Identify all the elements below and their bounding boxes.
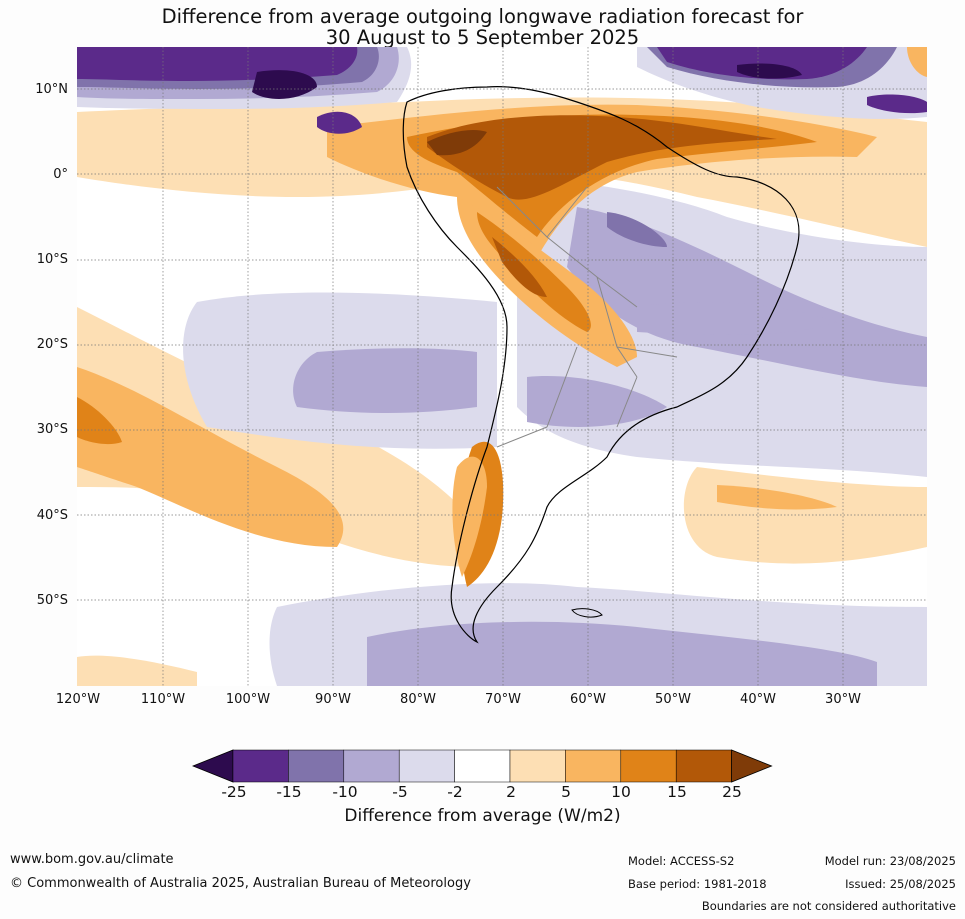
colorbar-cell <box>454 749 511 783</box>
lat-label-40s: 40°S <box>36 508 68 523</box>
anomaly-region <box>427 130 487 156</box>
anomaly-region <box>317 111 362 134</box>
map-gridlines <box>77 47 927 686</box>
anomaly-region <box>527 376 667 427</box>
lon-label-120w: 120°W <box>55 692 101 707</box>
anomaly-region <box>737 63 802 79</box>
anomaly-region <box>607 212 667 247</box>
lat-label-50s: 50°S <box>36 593 68 608</box>
anomaly-region <box>717 485 837 510</box>
lon-label-80w: 80°W <box>400 692 436 707</box>
colorbar-cell <box>232 749 289 783</box>
colorbar-tick-label: -10 <box>332 783 358 801</box>
lon-label-100w: 100°W <box>225 692 271 707</box>
map-title-line2: 30 August to 5 September 2025 <box>325 26 640 49</box>
anomaly-region <box>637 302 837 335</box>
colorbar-cell <box>509 749 566 783</box>
colorbar-tick-label: 25 <box>722 783 742 801</box>
lat-label-30s: 30°S <box>36 422 68 437</box>
colorbar-tick-label: 15 <box>667 783 687 801</box>
website-link[interactable]: www.bom.gov.au/climate <box>10 852 174 867</box>
anomaly-region <box>77 655 197 686</box>
colorbar-tick-label: -2 <box>447 783 463 801</box>
map-title-line1: Difference from average outgoing longwav… <box>161 5 804 28</box>
colorbar-tick-label: -25 <box>221 783 247 801</box>
colorbar-cell <box>675 749 732 783</box>
olr-anomaly-map <box>77 47 927 686</box>
model-run-date: Model run: 23/08/2025 <box>824 854 956 868</box>
lat-label-20s: 20°S <box>36 337 68 352</box>
anomaly-region <box>77 367 344 547</box>
anomaly-region <box>477 212 591 332</box>
anomaly-region <box>867 94 927 114</box>
colorbar-cell <box>288 749 345 783</box>
base-period: Base period: 1981-2018 <box>628 877 767 891</box>
anomaly-region <box>452 456 487 577</box>
colorbar-arrow-high <box>731 749 773 783</box>
colorbar-cell <box>398 749 455 783</box>
lat-label-0: 0° <box>53 167 68 182</box>
continent-outline <box>402 86 800 644</box>
anomaly-region <box>427 115 777 200</box>
island <box>571 608 603 618</box>
anomaly-region <box>252 70 317 99</box>
issued-date: Issued: 25/08/2025 <box>845 877 956 891</box>
lon-label-40w: 40°W <box>740 692 776 707</box>
colorbar-tick-label: 5 <box>561 783 571 801</box>
anomaly-region <box>657 47 867 80</box>
anomaly-region <box>77 47 358 81</box>
colorbar-title: Difference from average (W/m2) <box>344 806 621 826</box>
lat-label-10n: 10°N <box>35 82 68 97</box>
anomaly-region <box>367 621 877 686</box>
country-borders <box>496 186 678 448</box>
colorbar-tick-label: -15 <box>276 783 302 801</box>
colorbar-tick-label: 10 <box>611 783 631 801</box>
model-name: Model: ACCESS-S2 <box>628 854 735 868</box>
colorbar-tick-label: -5 <box>392 783 408 801</box>
colorbar <box>192 749 773 783</box>
anomaly-region <box>492 237 547 297</box>
colorbar-cell <box>620 749 677 783</box>
colorbar-tick-label: 2 <box>506 783 516 801</box>
lon-label-70w: 70°W <box>485 692 521 707</box>
anomaly-region <box>77 397 122 445</box>
lon-label-30w: 30°W <box>825 692 861 707</box>
lon-label-90w: 90°W <box>315 692 351 707</box>
boundaries-disclaimer: Boundaries are not considered authoritat… <box>701 899 956 913</box>
anomaly-region <box>907 47 927 77</box>
lon-label-60w: 60°W <box>570 692 606 707</box>
anomaly-region <box>567 207 927 387</box>
copyright-text: © Commonwealth of Australia 2025, Austra… <box>10 876 471 891</box>
lon-label-50w: 50°W <box>655 692 691 707</box>
lon-label-110w: 110°W <box>140 692 186 707</box>
anomaly-region <box>293 348 477 413</box>
colorbar-cell <box>343 749 400 783</box>
colorbar-cell <box>565 749 622 783</box>
lat-label-10s: 10°S <box>36 252 68 267</box>
colorbar-arrow-low <box>192 749 234 783</box>
